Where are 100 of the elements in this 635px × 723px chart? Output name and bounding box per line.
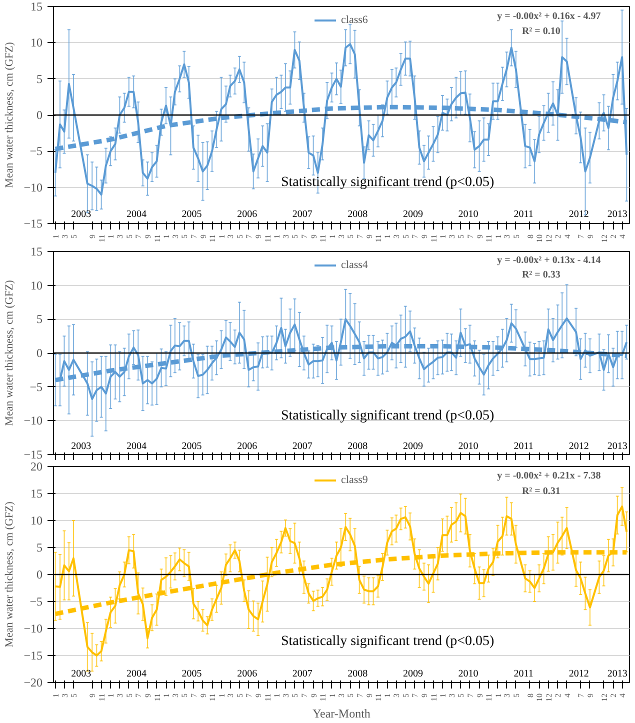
x-tick-label: 7 — [576, 694, 586, 698]
annotation: 2006 — [237, 668, 258, 680]
x-tick-label: 5 — [290, 694, 300, 698]
annotation: 2009 — [402, 440, 423, 452]
x-tick-label: 2 — [554, 694, 563, 698]
legend-label: class6 — [341, 14, 368, 26]
x-tick-label: 1 — [272, 694, 282, 698]
x-tick-label: 4 — [562, 234, 572, 238]
annotation: 2005 — [182, 209, 202, 220]
x-tick-label: 9 — [309, 694, 318, 698]
x-tick-label: 11 — [318, 694, 328, 702]
x-tick-label: 1 — [328, 694, 337, 698]
y-tick-label: 0 — [36, 568, 42, 582]
x-tick-label: 9 — [586, 234, 595, 238]
x-tick-label: 11 — [152, 234, 162, 242]
x-tick-label: 11 — [97, 694, 106, 702]
x-tick-label: 11 — [208, 694, 218, 702]
x-tick-label: 5 — [512, 694, 521, 698]
x-tick-label: 3 — [392, 694, 402, 698]
x-tick-label: 1 — [494, 234, 503, 238]
x-tick-label: 11 — [318, 234, 328, 242]
y-tick-label: −10 — [24, 414, 43, 428]
x-tick-label: 9 — [198, 694, 208, 698]
x-tick-label: 9 — [364, 234, 374, 238]
x-tick-label: 2 — [609, 234, 618, 238]
x-tick-label: 11 — [484, 694, 494, 702]
annotation: 2003 — [71, 440, 92, 452]
x-tick-label: 5 — [69, 234, 78, 238]
x-tick-label: 9 — [364, 694, 374, 698]
annotation: 2008 — [348, 668, 368, 680]
annotation: 2009 — [402, 668, 423, 680]
y-tick-label: 15 — [30, 244, 42, 258]
annotation: 2012 — [568, 209, 589, 220]
y-tick-label: 15 — [30, 486, 42, 500]
x-tick-label: 4 — [618, 694, 628, 698]
annotation: 2007 — [292, 209, 312, 220]
y-axis-title: Mean water thickness, cm (GFZ) — [4, 42, 16, 188]
x-tick-label: 7 — [410, 234, 420, 238]
x-tick-label: 9 — [309, 234, 318, 238]
annotation: y = -0.00x² + 0.21x - 7.38 — [497, 470, 601, 482]
x-tick-label: 7 — [189, 694, 198, 698]
y-tick-label: −5 — [30, 380, 43, 394]
x-tick-label: 11 — [152, 694, 162, 702]
annotation: 2004 — [126, 209, 146, 220]
annotation: 2005 — [182, 668, 202, 680]
annotation: 2011 — [514, 440, 534, 452]
y-axis-title: Mean water thickness, cm (GFZ) — [4, 501, 16, 648]
annotation: 2004 — [126, 440, 146, 452]
x-tick-label: 7 — [244, 234, 254, 238]
x-tick-label: 12 — [600, 234, 609, 242]
x-tick-label: 3 — [60, 234, 70, 238]
y-tick-label: 15 — [30, 0, 42, 14]
annotation: 2004 — [126, 668, 146, 680]
y-tick-label: 10 — [30, 278, 42, 292]
x-tick-label: 9 — [420, 694, 430, 698]
x-tick-label: 3 — [60, 694, 70, 698]
annotation: 2012 — [568, 668, 589, 680]
x-tick-label: 11 — [97, 234, 106, 242]
x-tick-label: 12 — [544, 234, 554, 242]
y-tick-label: 10 — [30, 36, 42, 50]
annotation: R² = 0.33 — [522, 269, 560, 280]
x-tick-label: 9 — [586, 694, 595, 698]
x-tick-label: 1 — [438, 694, 448, 698]
x-tick-label: 7 — [466, 234, 475, 238]
x-tick-label: 1 — [106, 694, 116, 698]
y-tick-label: −10 — [24, 622, 43, 636]
x-tick-label: 5 — [124, 234, 134, 238]
annotation: 2006 — [237, 209, 258, 220]
x-tick-label: 1 — [383, 234, 392, 238]
x-tick-label: 11 — [429, 234, 438, 242]
x-tick-label: 7 — [244, 694, 254, 698]
y-tick-label: 5 — [36, 540, 42, 554]
y-tick-label: −5 — [30, 144, 43, 158]
annotation: 2013 — [607, 668, 628, 680]
legend-label: class9 — [341, 474, 368, 486]
x-tick-label: 5 — [512, 234, 521, 238]
x-tick-label: 1 — [51, 694, 60, 698]
x-tick-label: 1 — [383, 694, 392, 698]
x-tick-label: 1 — [328, 234, 337, 238]
annotation: Statistically significant trend (p<0.05) — [280, 408, 495, 424]
x-tick-label: 9 — [420, 234, 430, 238]
annotation: 2011 — [514, 209, 534, 220]
y-tick-label: 0 — [36, 108, 42, 122]
x-tick-label: 3 — [116, 694, 125, 698]
x-tick-label: 7 — [134, 694, 144, 698]
x-tick-label: 5 — [346, 234, 356, 238]
annotation: 2003 — [71, 668, 92, 680]
x-tick-label: 5 — [456, 694, 466, 698]
x-tick-label: 11 — [263, 234, 272, 242]
x-tick-label: 3 — [502, 234, 512, 238]
x-tick-label: 3 — [226, 694, 236, 698]
x-tick-label: 7 — [410, 694, 420, 698]
x-tick-label: 3 — [336, 234, 346, 238]
x-tick-label: 7 — [466, 694, 475, 698]
x-tick-label: 12 — [600, 694, 609, 702]
annotation: 2009 — [402, 209, 423, 220]
annotation: 2008 — [348, 440, 368, 452]
x-tick-label: 3 — [336, 694, 346, 698]
annotation: 2007 — [292, 440, 312, 452]
x-tick-label: 8 — [526, 694, 535, 698]
